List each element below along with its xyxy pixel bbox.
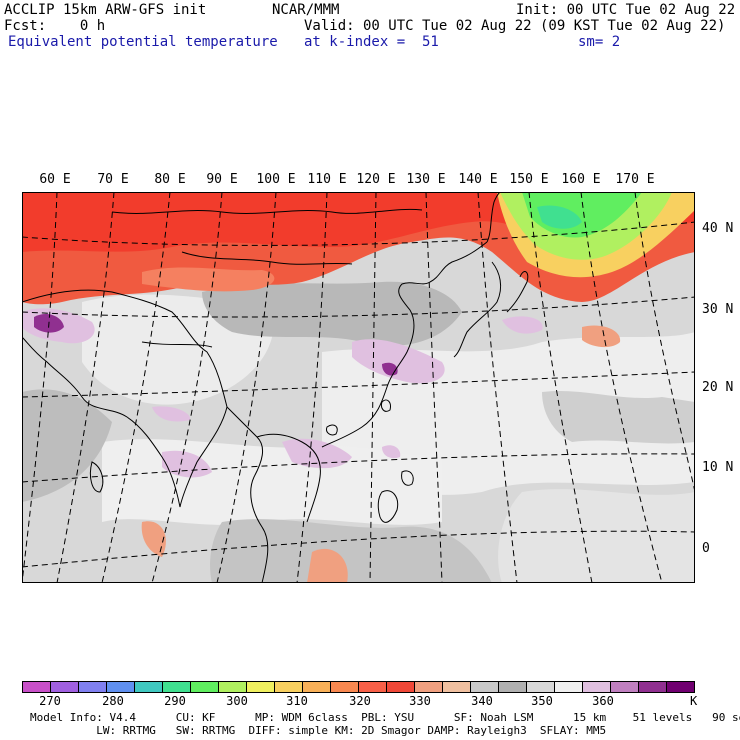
model-title: ACCLIP 15km ARW-GFS init	[4, 2, 207, 18]
field-region-warm	[582, 325, 621, 348]
lat-label: 40 N	[702, 221, 734, 236]
graticule	[22, 192, 695, 583]
field-region-dark	[22, 389, 112, 502]
forecast-hour: Fcst: 0 h	[4, 18, 106, 34]
colorbar-swatch	[79, 682, 107, 692]
colorbar-swatch	[471, 682, 499, 692]
k-index-label: at k-index = 51	[304, 34, 439, 50]
colorbar-swatch	[135, 682, 163, 692]
valid-time: Valid: 00 UTC Tue 02 Aug 22 (09 KST Tue …	[304, 18, 726, 34]
colorbar-swatch	[359, 682, 387, 692]
lon-label: 140 E	[458, 172, 498, 187]
colorbar-swatch	[303, 682, 331, 692]
colorbar-tick: 350	[531, 694, 553, 708]
colorbar-tick: 300	[226, 694, 248, 708]
field-region-purple	[502, 316, 543, 334]
lon-label: 170 E	[615, 172, 655, 187]
colorbar-tick: 340	[471, 694, 493, 708]
colorbar-swatch	[415, 682, 443, 692]
colorbar-swatch	[247, 682, 275, 692]
lon-label: 80 E	[154, 172, 186, 187]
colorbar	[22, 681, 695, 693]
colorbar-swatch	[443, 682, 471, 692]
field-region-dark	[202, 281, 462, 346]
field-region-purple	[152, 406, 191, 422]
colorbar-tick: 330	[409, 694, 431, 708]
lat-label: 10 N	[702, 460, 734, 475]
colorbar-swatch	[23, 682, 51, 692]
theta-e-map	[22, 192, 695, 583]
field-region-coolest	[537, 205, 582, 229]
colorbar-tick: 320	[349, 694, 371, 708]
colorbar-swatch	[639, 682, 667, 692]
field-region-purple	[382, 445, 401, 459]
field-region-purple	[282, 438, 352, 469]
colorbar-swatch	[667, 682, 694, 692]
init-time: Init: 00 UTC Tue 02 Aug 22	[516, 2, 736, 18]
lon-label: 120 E	[356, 172, 396, 187]
colorbar-swatch	[219, 682, 247, 692]
colorbar-swatch	[191, 682, 219, 692]
colorbar-swatch	[583, 682, 611, 692]
lat-label: 20 N	[702, 380, 734, 395]
colorbar-swatch	[51, 682, 79, 692]
colorbar-swatch	[331, 682, 359, 692]
colorbar-tick: 280	[102, 694, 124, 708]
lat-label: 0	[702, 541, 710, 556]
colorbar-swatch	[107, 682, 135, 692]
institution-label: NCAR/MMM	[272, 2, 340, 18]
field-region-dark	[542, 390, 695, 444]
colorbar-swatch	[555, 682, 583, 692]
model-info-line1: Model Info: V4.4 CU: KF MP: WDM 6class P…	[30, 711, 740, 724]
model-info-line2: LW: RRTMG SW: RRTMG DIFF: simple KM: 2D …	[30, 724, 607, 737]
lon-label: 150 E	[509, 172, 549, 187]
lon-label: 160 E	[561, 172, 601, 187]
field-region-warm	[141, 521, 166, 557]
field-region-warm	[142, 267, 275, 292]
colorbar-swatch	[527, 682, 555, 692]
lat-label: 30 N	[702, 302, 734, 317]
field-region-dark	[210, 519, 492, 583]
lon-label: 100 E	[256, 172, 296, 187]
colorbar-swatch	[163, 682, 191, 692]
colorbar-unit: K	[690, 694, 698, 708]
colorbar-tick: 360	[592, 694, 614, 708]
lon-label: 130 E	[406, 172, 446, 187]
colorbar-tick: 310	[286, 694, 308, 708]
colorbar-tick: 290	[164, 694, 186, 708]
map-frame	[22, 192, 695, 583]
colorbar-swatch	[611, 682, 639, 692]
field-name: Equivalent potential temperature	[8, 34, 278, 50]
colorbar-swatch	[387, 682, 415, 692]
colorbar-tick: 270	[39, 694, 61, 708]
field-region-light	[498, 489, 695, 583]
lon-label: 70 E	[97, 172, 129, 187]
field-region-warm	[307, 548, 348, 583]
field-region-purple	[352, 339, 445, 384]
lon-label: 60 E	[39, 172, 71, 187]
lon-label: 110 E	[307, 172, 347, 187]
lon-label: 90 E	[206, 172, 238, 187]
colorbar-swatch	[499, 682, 527, 692]
colorbar-swatch	[275, 682, 303, 692]
smoothing-label: sm= 2	[578, 34, 621, 50]
